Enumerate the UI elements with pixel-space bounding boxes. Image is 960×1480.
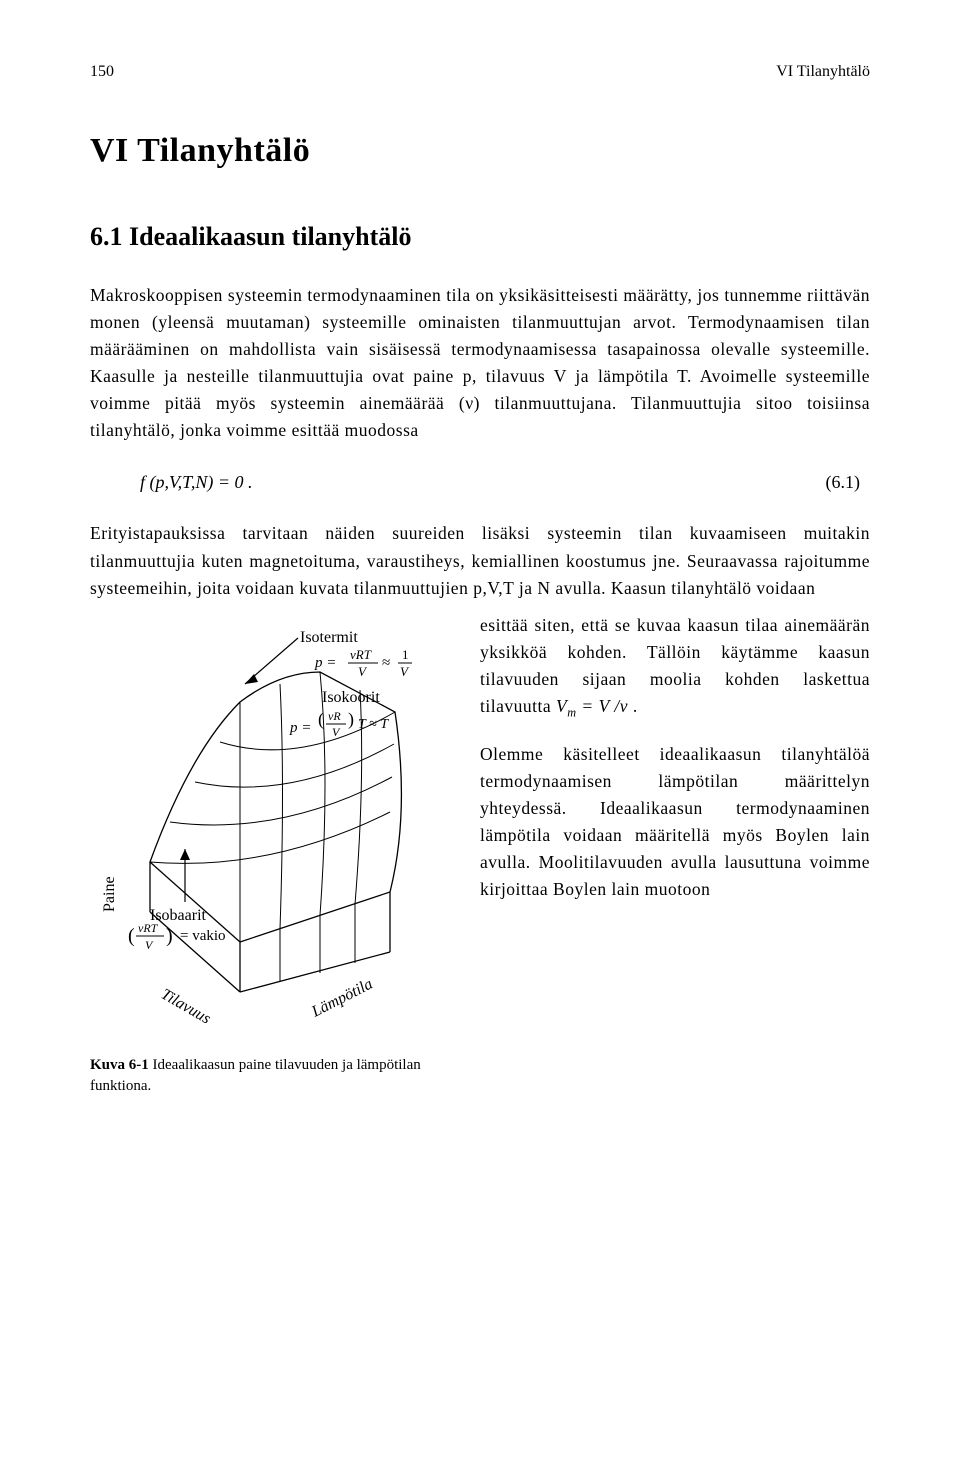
right-column-text: esittää siten, että se kuvaa kaasun tila… bbox=[480, 612, 870, 1096]
svg-text:νRT: νRT bbox=[350, 647, 372, 662]
axis-label-lampotila: Lämpötila bbox=[308, 975, 375, 1020]
right-p1-text: esittää siten, että se kuvaa kaasun tila… bbox=[480, 615, 870, 716]
eq-isoterm: p = bbox=[314, 655, 336, 671]
label-isotermit: Isotermit bbox=[300, 629, 358, 646]
svg-text:V: V bbox=[145, 938, 154, 952]
page-number: 150 bbox=[90, 60, 114, 85]
svg-text:≈: ≈ bbox=[382, 655, 390, 671]
running-header: 150 VI Tilanyhtälö bbox=[90, 60, 870, 85]
equation-expr: f (p,V,T,N) = 0 . bbox=[140, 469, 253, 497]
figure-caption-bold: Kuva 6-1 bbox=[90, 1057, 149, 1073]
chapter-title: VI Tilanyhtälö bbox=[90, 125, 870, 178]
label-isobaarit: Isobaarit bbox=[150, 907, 207, 924]
svg-text:(: ( bbox=[128, 925, 135, 947]
svg-text:V: V bbox=[400, 664, 410, 679]
svg-text:T ≈ T: T ≈ T bbox=[358, 717, 389, 732]
label-isokoorit: Isokoorit bbox=[322, 689, 380, 706]
vm-equation: Vm = V /ν bbox=[556, 696, 628, 716]
section-title: 6.1 Ideaalikaasun tilanyhtälö bbox=[90, 217, 870, 257]
eq-isokoor: p = bbox=[289, 720, 311, 736]
figure-caption: Kuva 6-1 Ideaalikaasun paine tilavuuden … bbox=[90, 1055, 460, 1096]
equation-number: (6.1) bbox=[826, 469, 861, 497]
svg-text:): ) bbox=[166, 925, 173, 947]
svg-text:1: 1 bbox=[402, 647, 409, 662]
figure-text-row: Paine Tilavuus Lämpötila Isotermit p = ν… bbox=[90, 612, 870, 1096]
figure-6-1: Paine Tilavuus Lämpötila Isotermit p = ν… bbox=[90, 612, 460, 1096]
paragraph-1: Makroskooppisen systeemin termodynaamine… bbox=[90, 282, 870, 445]
svg-text:νRT: νRT bbox=[138, 921, 159, 935]
svg-text:V: V bbox=[332, 725, 341, 739]
right-paragraph-1: esittää siten, että se kuvaa kaasun tila… bbox=[480, 612, 870, 723]
right-paragraph-2: Olemme käsitelleet ideaalikaasun tilanyh… bbox=[480, 741, 870, 904]
figure-svg: Paine Tilavuus Lämpötila Isotermit p = ν… bbox=[90, 612, 460, 1042]
label-vakio: = vakio bbox=[180, 928, 226, 944]
axis-label-tilavuus: Tilavuus bbox=[158, 986, 213, 1028]
axis-label-paine: Paine bbox=[101, 876, 118, 912]
svg-text:νR: νR bbox=[328, 709, 341, 723]
svg-text:(: ( bbox=[318, 709, 324, 730]
svg-text:V: V bbox=[358, 664, 368, 679]
equation-6-1: f (p,V,T,N) = 0 . (6.1) bbox=[140, 469, 870, 497]
running-head-text: VI Tilanyhtälö bbox=[776, 60, 870, 85]
svg-text:): ) bbox=[348, 709, 354, 730]
paragraph-2: Erityistapauksissa tarvitaan näiden suur… bbox=[90, 520, 870, 601]
